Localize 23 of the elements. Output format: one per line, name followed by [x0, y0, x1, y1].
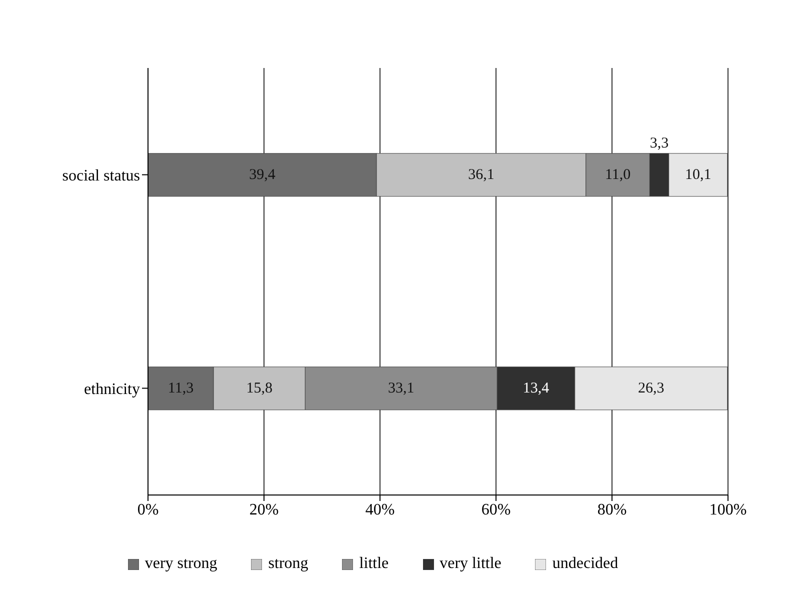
legend-label: very little: [440, 555, 502, 573]
x-tick-label: 40%: [365, 501, 395, 518]
x-tick-label: 20%: [249, 501, 279, 518]
legend-label: strong: [268, 555, 308, 573]
data-label: 26,3: [638, 380, 664, 396]
legend-label: little: [359, 555, 389, 573]
y-tick-label: social status: [62, 167, 140, 184]
legend-label: very strong: [144, 555, 218, 573]
data-label: 3,3: [650, 135, 669, 152]
data-label: 33,1: [388, 380, 414, 396]
data-label: 36,1: [468, 166, 494, 183]
data-label: 11,3: [168, 380, 194, 396]
x-tick-label: 60%: [481, 501, 511, 518]
data-label: 13,4: [522, 380, 550, 396]
data-label: 15,8: [246, 380, 272, 396]
data-label: 11,0: [604, 166, 631, 183]
x-tick-label: 0%: [137, 501, 159, 518]
x-tick-label: 80%: [597, 501, 627, 518]
data-label: 10,1: [685, 166, 712, 183]
data-label: 39,4: [249, 166, 276, 183]
legend-label: undecided: [552, 555, 618, 573]
x-tick-label: 100%: [709, 501, 747, 518]
y-tick-label: ethnicity: [84, 380, 140, 398]
